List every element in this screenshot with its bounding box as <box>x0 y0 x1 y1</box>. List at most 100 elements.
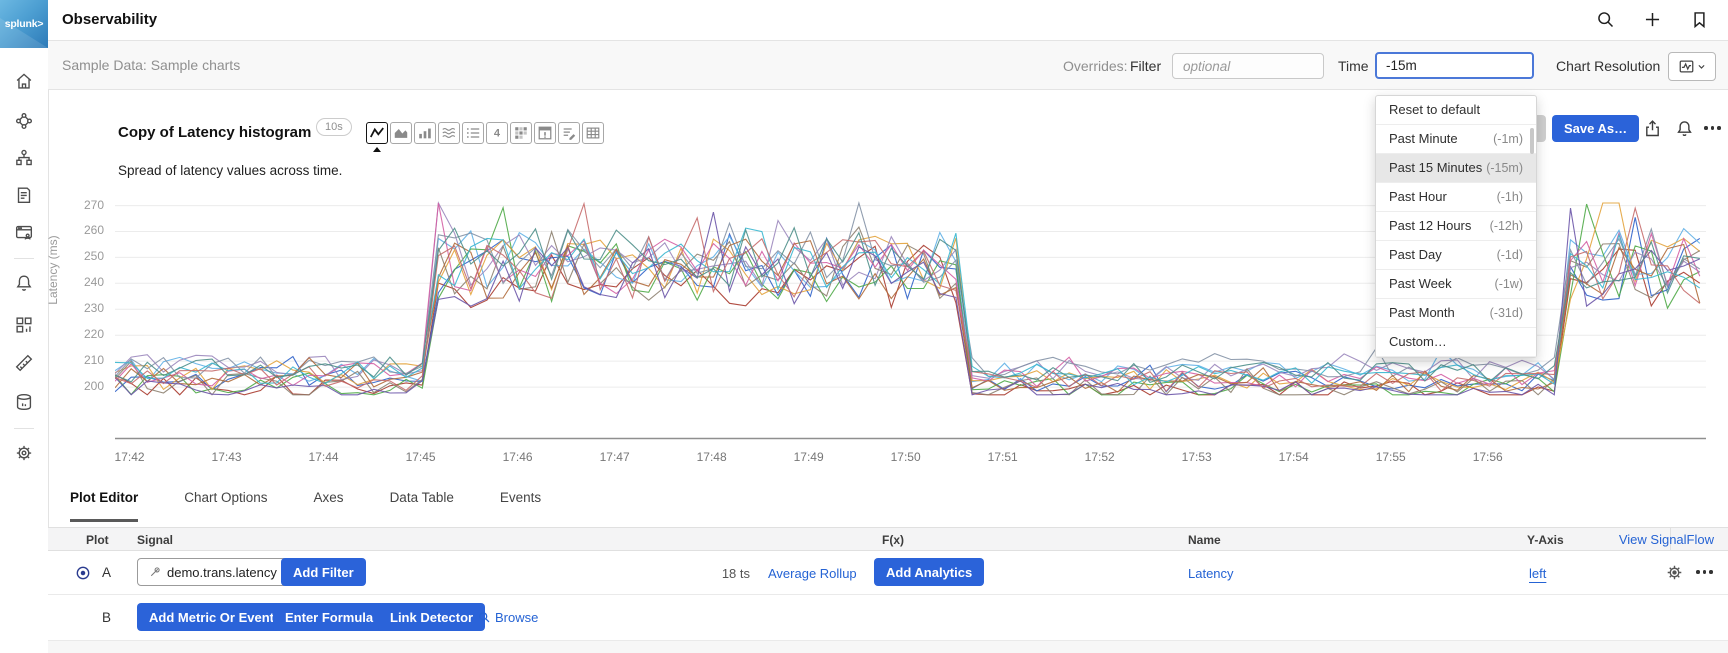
menu-item-past-hour[interactable]: Past Hour (-1h) <box>1376 183 1536 212</box>
link-detector-button[interactable]: Link Detector <box>378 603 486 631</box>
overrides-label: Overrides: <box>1063 58 1128 74</box>
y-tick-label: 270 <box>83 197 104 212</box>
chart-type-list-button[interactable] <box>462 122 484 144</box>
menu-item-past-month[interactable]: Past Month (-31d) <box>1376 299 1536 328</box>
chart-type-column-button[interactable] <box>414 122 436 144</box>
y-tick-label: 260 <box>83 223 104 238</box>
plot-settings-gear-icon[interactable] <box>1666 564 1683 581</box>
view-signalflow-link[interactable]: View SignalFlow <box>1618 532 1714 547</box>
chart-resolution-dropdown[interactable] <box>1668 52 1716 81</box>
menu-item-past-12-hours[interactable]: Past 12 Hours (-12h) <box>1376 212 1536 241</box>
chart-type-table-button[interactable] <box>582 122 604 144</box>
bookmark-icon[interactable] <box>1689 9 1710 30</box>
plot-row-a: A demo.trans.latency Add Filter 18 ts Av… <box>48 551 1728 595</box>
log-observer-icon[interactable] <box>13 184 35 206</box>
signal-value: demo.trans.latency <box>167 564 277 580</box>
signal-pill[interactable]: demo.trans.latency <box>137 558 288 586</box>
chart-type-text-button[interactable] <box>558 122 580 144</box>
data-management-icon[interactable] <box>13 391 35 413</box>
timeseries-count: 18 ts <box>721 566 750 581</box>
tab-axes[interactable]: Axes <box>313 490 344 505</box>
menu-item-custom[interactable]: Custom… <box>1376 328 1536 357</box>
plot-more-options-icon[interactable] <box>1696 570 1713 574</box>
y-axis-side-link[interactable]: left <box>1529 566 1547 581</box>
metrics-ruler-icon[interactable] <box>13 352 35 374</box>
sidebar-divider <box>14 428 34 429</box>
x-tick-label: 17:45 <box>405 450 436 464</box>
selected-chart-type-caret <box>373 147 381 152</box>
menu-item-past-minute[interactable]: Past Minute (-1m) <box>1376 125 1536 154</box>
browse-link[interactable]: Browse <box>495 610 539 625</box>
rollup-link[interactable]: Average Rollup <box>768 566 857 581</box>
plot-letter: B <box>102 610 112 625</box>
browse-search-icon <box>479 612 490 623</box>
visibility-eye-icon[interactable] <box>74 564 92 582</box>
menu-item-past-15-minutes[interactable]: Past 15 Minutes (-15m) <box>1376 154 1536 183</box>
x-tick-label: 17:55 <box>1375 450 1406 464</box>
tab-events[interactable]: Events <box>499 490 542 505</box>
y-tick-label: 220 <box>83 327 104 342</box>
tab-plot-editor[interactable]: Plot Editor <box>70 490 139 522</box>
search-icon[interactable] <box>1595 9 1616 30</box>
infrastructure-icon[interactable] <box>13 147 35 169</box>
overrides-bar: Sample Data: Sample charts Overrides: Fi… <box>48 41 1728 90</box>
plot-name-link[interactable]: Latency <box>1188 566 1234 581</box>
add-filter-button[interactable]: Add Filter <box>281 558 366 586</box>
more-options-icon[interactable] <box>1704 126 1721 130</box>
menu-item-reset-to-default[interactable]: Reset to default <box>1376 96 1536 125</box>
chart-type-area-button[interactable] <box>390 122 412 144</box>
menu-item-past-week[interactable]: Past Week (-1w) <box>1376 270 1536 299</box>
series-line <box>115 226 1700 384</box>
share-icon[interactable] <box>1642 118 1663 139</box>
add-icon[interactable] <box>1642 9 1663 30</box>
time-range-menu: Reset to default Past Minute (-1m) Past 1… <box>1375 95 1537 358</box>
col-plot: Plot <box>86 533 109 547</box>
menu-scrollbar[interactable] <box>1530 128 1534 154</box>
add-analytics-button[interactable]: Add Analytics <box>874 558 985 586</box>
chart-type-histogram-button[interactable] <box>438 122 460 144</box>
add-metric-or-event-button[interactable]: Add Metric Or Event <box>137 603 286 631</box>
y-tick-label: 240 <box>83 275 104 290</box>
tab-data-table[interactable]: Data Table <box>389 490 454 505</box>
splunk-logo[interactable]: splunk> <box>0 0 48 48</box>
page-title: Observability <box>62 11 158 28</box>
enter-formula-button[interactable]: Enter Formula <box>273 603 386 631</box>
menu-item-past-day[interactable]: Past Day (-1d) <box>1376 241 1536 270</box>
chart-type-heatmap-button[interactable] <box>510 122 532 144</box>
chart-type-toolbar: 4 <box>366 122 604 144</box>
x-tick-label: 17:51 <box>987 450 1018 464</box>
sidebar-divider <box>14 258 34 259</box>
save-as-button[interactable]: Save As… <box>1552 115 1640 142</box>
top-bar: Observability <box>48 0 1728 41</box>
apm-icon[interactable] <box>13 110 35 132</box>
alerts-bell-icon[interactable] <box>13 272 35 294</box>
filter-input[interactable] <box>1172 53 1324 79</box>
plot-letter: A <box>102 565 112 580</box>
col-name: Name <box>1188 533 1221 547</box>
settings-gear-icon[interactable] <box>13 442 35 464</box>
series-line <box>115 203 1701 396</box>
tab-chart-options[interactable]: Chart Options <box>184 490 268 505</box>
chart-type-single-value-button[interactable]: 4 <box>486 122 508 144</box>
time-input[interactable] <box>1375 52 1534 79</box>
filter-label: Filter <box>1130 58 1162 74</box>
svg-text:4: 4 <box>494 128 501 140</box>
y-tick-label: 210 <box>83 353 104 368</box>
series-line <box>115 202 1701 388</box>
dashboards-icon[interactable] <box>13 314 35 336</box>
y-tick-label: 230 <box>83 301 104 316</box>
x-tick-label: 17:52 <box>1084 450 1115 464</box>
home-icon[interactable] <box>13 70 35 92</box>
x-tick-label: 17:49 <box>793 450 824 464</box>
x-tick-label: 17:53 <box>1181 450 1212 464</box>
chart-type-line-button[interactable] <box>366 122 388 144</box>
plot-table-header: Plot Signal F(x) Name Y-Axis View Signal… <box>48 527 1728 551</box>
alert-bell-icon[interactable] <box>1674 118 1695 139</box>
rum-icon[interactable] <box>13 222 35 244</box>
latency-line-chart[interactable] <box>115 190 1706 443</box>
chart-type-event-feed-button[interactable] <box>534 122 556 144</box>
x-tick-label: 17:50 <box>890 450 921 464</box>
y-tick-label: 250 <box>83 249 104 264</box>
chart-resolution-label: Chart Resolution <box>1556 58 1661 74</box>
